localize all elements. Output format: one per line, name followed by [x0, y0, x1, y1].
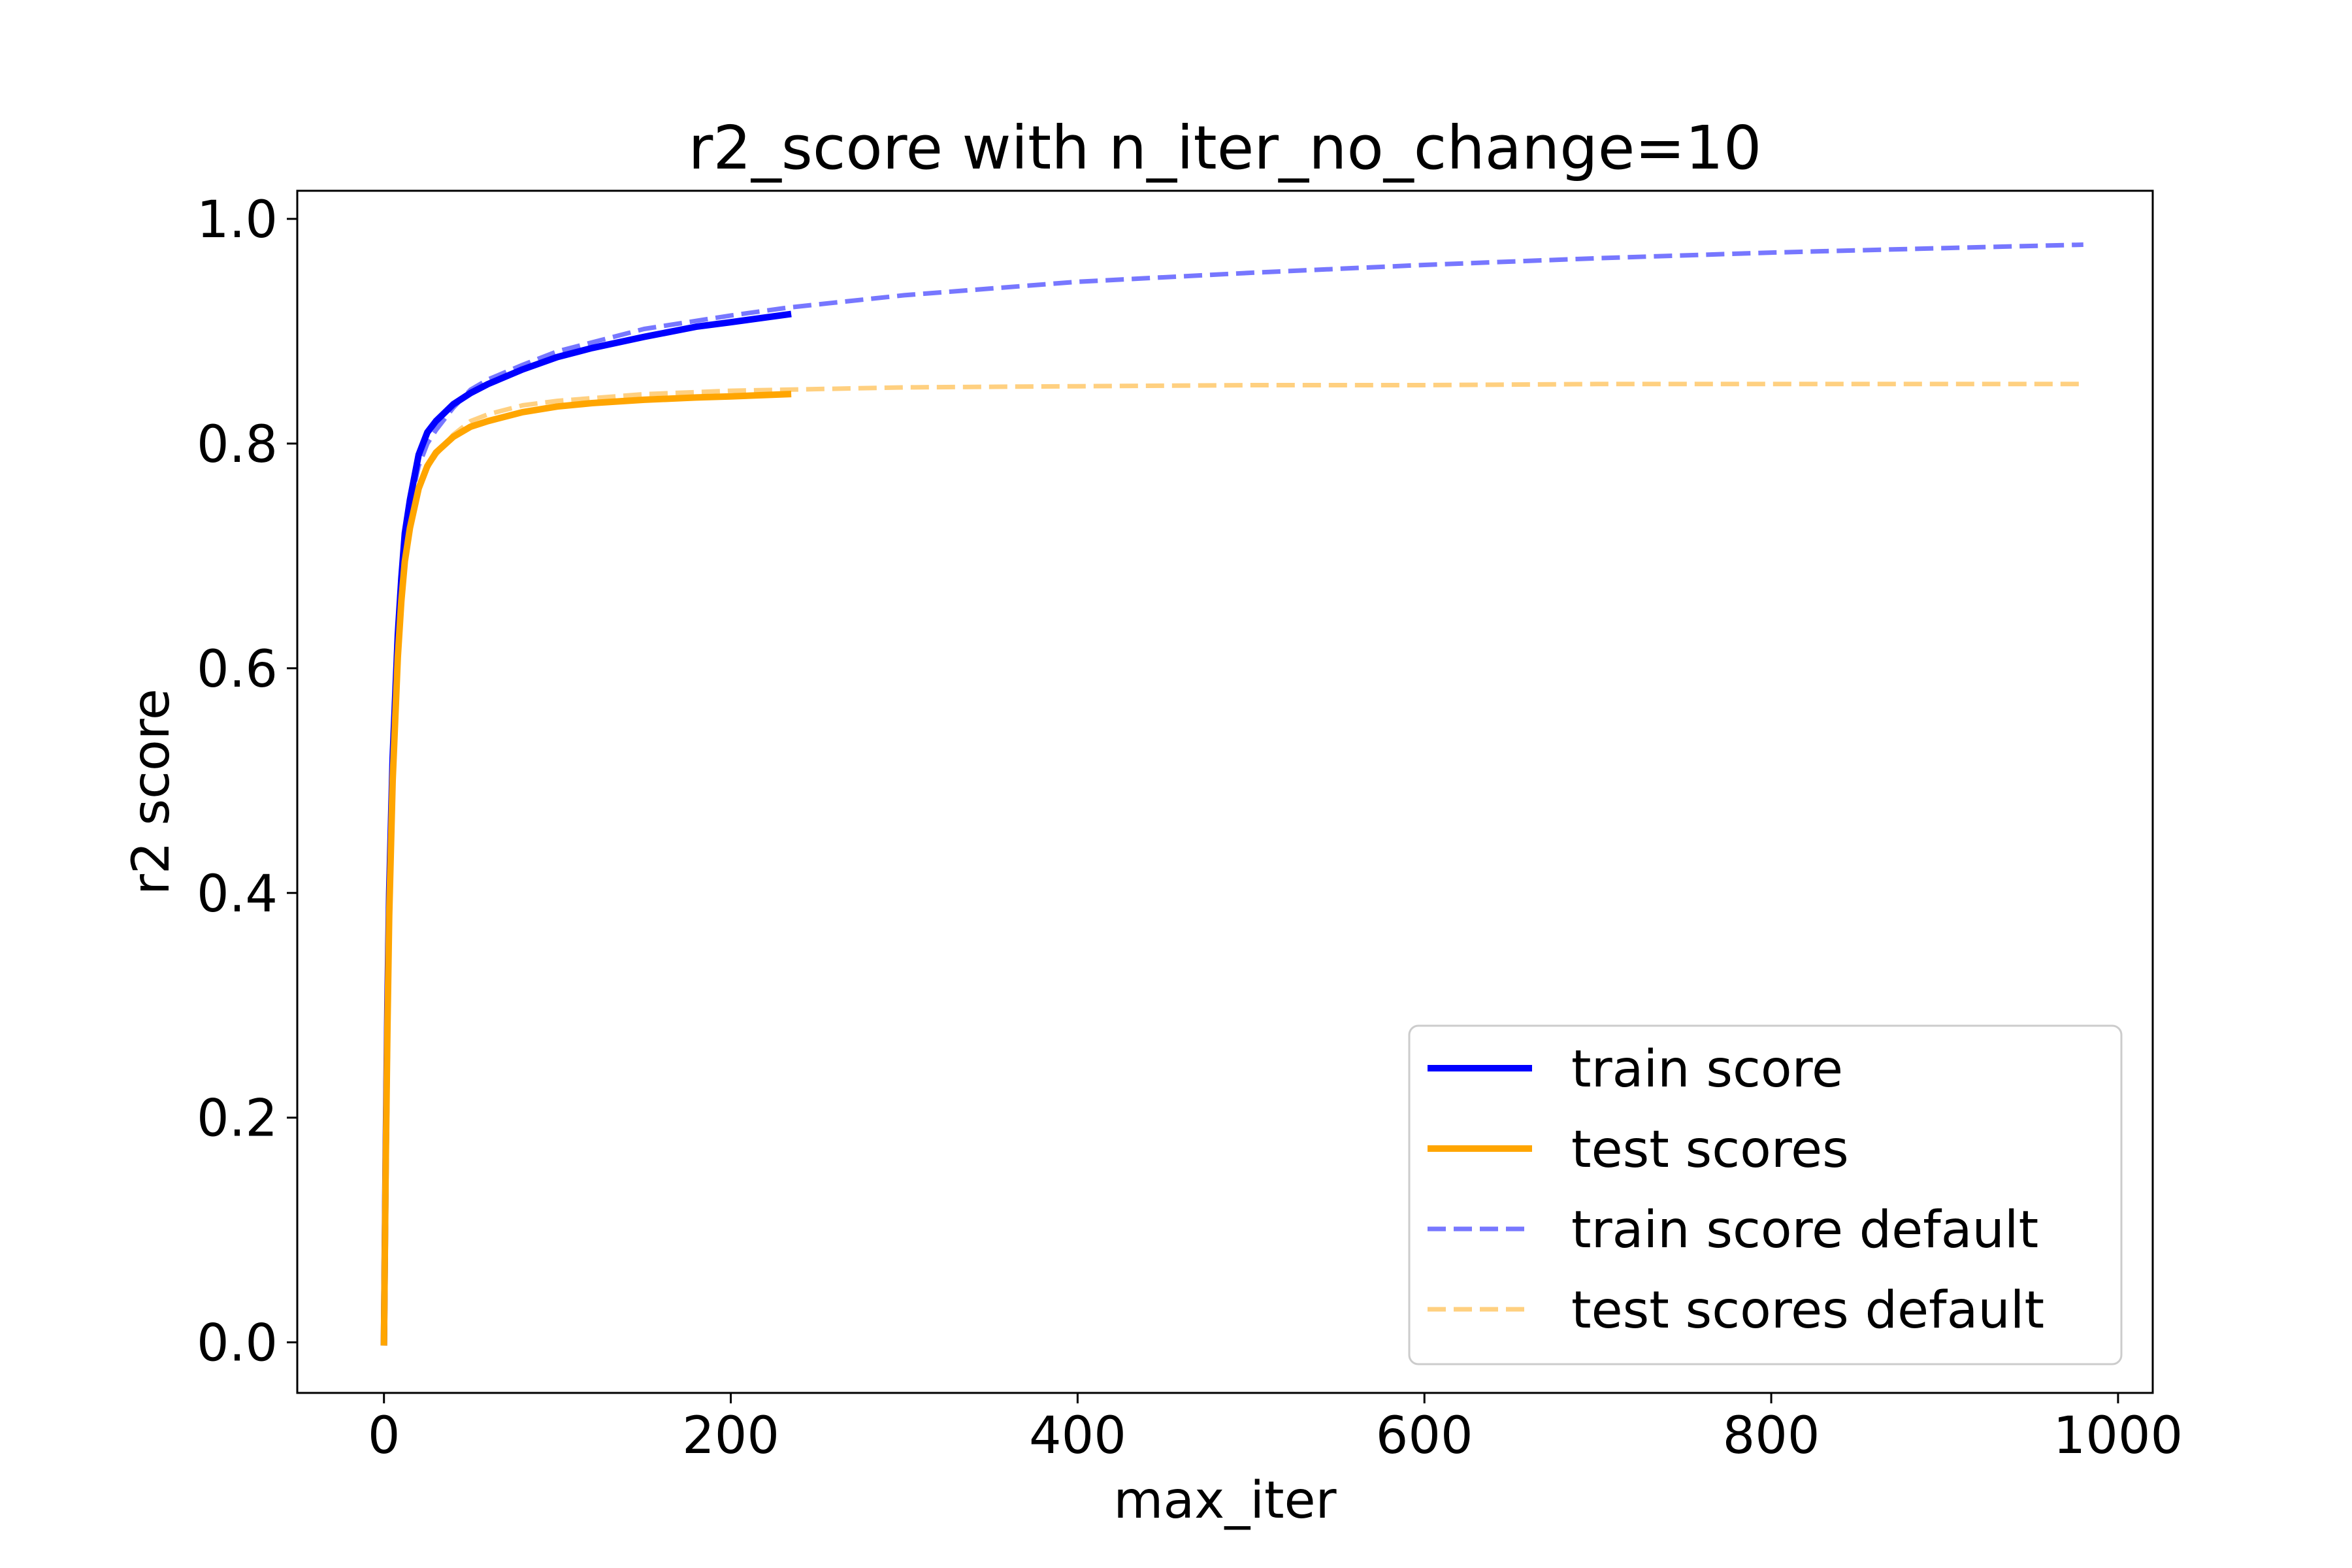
x-tick-label: 0: [368, 1407, 400, 1465]
y-tick-label: 1.0: [197, 191, 278, 250]
legend: train score test scores train score defaul…: [1408, 1024, 2123, 1365]
series-line-test-scores: [380, 391, 792, 1346]
y-tick-label: 0.8: [197, 416, 278, 474]
x-tick-label: 800: [1723, 1407, 1820, 1465]
x-tick-label: 400: [1029, 1407, 1126, 1465]
y-tick-label: 0.2: [197, 1090, 278, 1149]
legend-frame: [1408, 1024, 2123, 1365]
x-tick-label: 600: [1376, 1407, 1473, 1465]
x-tick-label: 200: [682, 1407, 779, 1465]
chart-title: r2_score with n_iter_no_change=10: [689, 113, 1762, 183]
y-tick-label: 0.6: [197, 640, 278, 699]
legend-label: train score: [1571, 1040, 1843, 1099]
x-axis-label: max_iter: [1113, 1471, 1337, 1530]
x-axis: 0 200 400 600 800 1000: [368, 1393, 2183, 1465]
y-axis: 0.0 0.2 0.4 0.6 0.8 1.0: [197, 191, 297, 1373]
y-axis-label: r2 score: [122, 689, 181, 895]
y-tick-label: 0.4: [197, 865, 278, 924]
legend-label: test scores default: [1571, 1281, 2044, 1340]
x-tick-label: 1000: [2053, 1407, 2183, 1465]
series-layer: [380, 242, 2083, 1346]
legend-label: test scores: [1571, 1120, 1849, 1179]
legend-label: train score default: [1571, 1201, 2038, 1260]
y-tick-label: 0.0: [197, 1315, 278, 1373]
plot-frame: [296, 189, 2154, 1394]
